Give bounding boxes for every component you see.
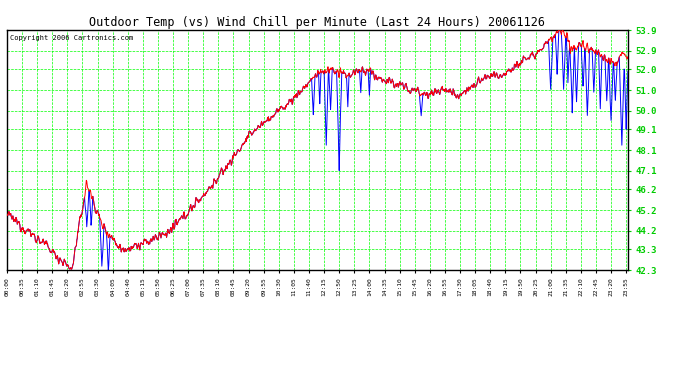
Text: Copyright 2006 Cartronics.com: Copyright 2006 Cartronics.com bbox=[10, 35, 133, 41]
Title: Outdoor Temp (vs) Wind Chill per Minute (Last 24 Hours) 20061126: Outdoor Temp (vs) Wind Chill per Minute … bbox=[90, 16, 545, 29]
